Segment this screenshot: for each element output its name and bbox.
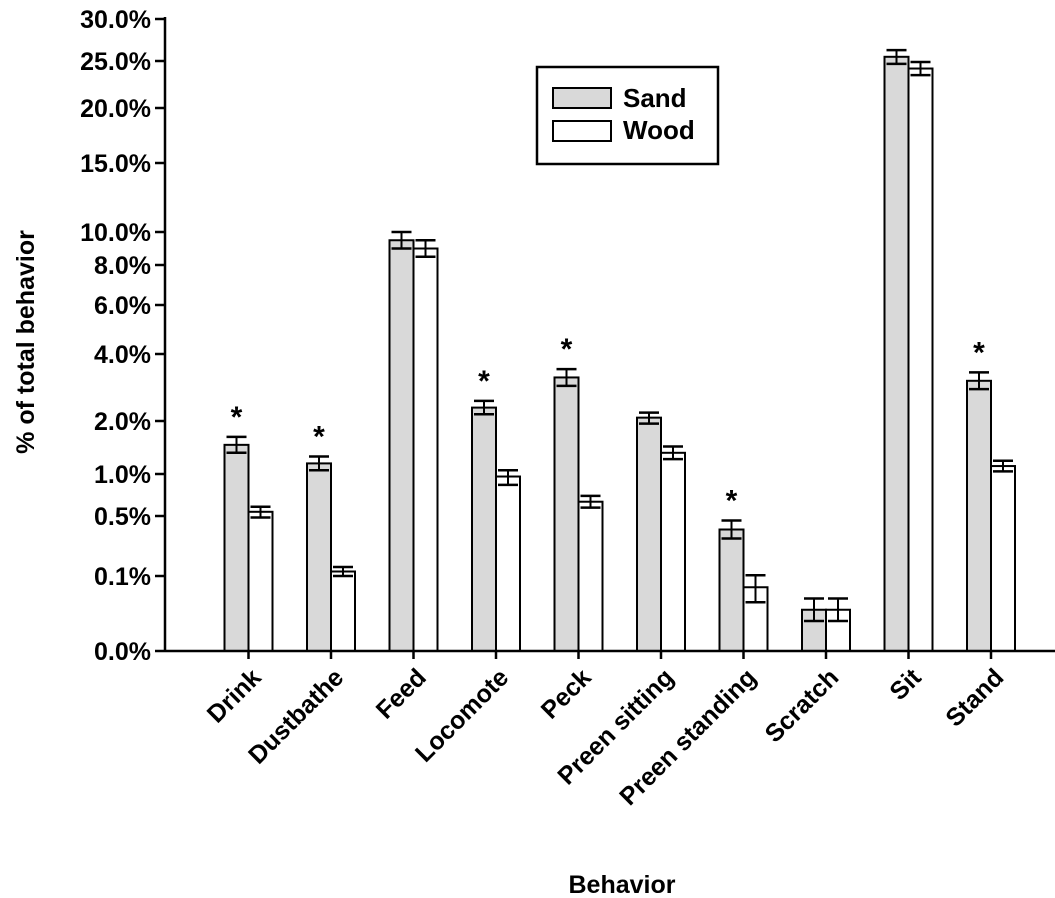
significance-asterisk: * (231, 401, 243, 434)
legend-swatch-wood (552, 120, 612, 142)
x-tick-label: Scratch (760, 663, 845, 748)
x-tick-label: Peck (536, 663, 597, 724)
y-tick-label: 1.0% (94, 461, 151, 489)
legend-label-sand: Sand (623, 83, 687, 113)
y-tick-label: 6.0% (94, 292, 151, 320)
bar-wood (990, 465, 1016, 652)
bar-wood (412, 247, 439, 652)
bar-sand (223, 443, 250, 652)
bar-wood (660, 451, 686, 652)
y-tick-label: 0.1% (94, 563, 151, 591)
x-tick-label: Sit (884, 663, 927, 706)
y-tick-label: 10.0% (80, 219, 151, 247)
bar-sand (388, 239, 415, 652)
legend-label-wood: Wood (623, 115, 695, 145)
x-tick-label: Feed (371, 663, 432, 724)
legend-box (535, 65, 720, 166)
y-tick-label: 8.0% (94, 252, 151, 280)
x-axis-title: Behavior (569, 871, 676, 898)
y-axis: 0.0% 0.1% 0.5% 1.0% 2.0% 4.0% 6.0% 8.0% 10.0% 15.… (80, 6, 167, 666)
bar-sand (966, 379, 992, 652)
y-tick-label: 20.0% (80, 95, 151, 123)
y-tick-label: 15.0% (80, 150, 151, 178)
bar-sand (471, 406, 497, 652)
bar-wood (495, 475, 521, 652)
bar-sand (306, 462, 332, 652)
bar-sand (718, 528, 745, 652)
significance-asterisk: * (313, 421, 325, 454)
x-tick-label: Stand (940, 663, 1009, 732)
y-tick-label: 0.5% (94, 503, 151, 531)
bars-group: * * * * * * (223, 48, 1016, 653)
bar-wood (247, 510, 274, 652)
significance-asterisk: * (478, 365, 490, 398)
y-tick-label: 4.0% (94, 341, 151, 369)
bar-wood (330, 570, 356, 652)
y-tick-label: 25.0% (80, 48, 151, 76)
y-tick-label: 0.0% (94, 638, 151, 666)
bar-wood (577, 500, 604, 652)
bar-sand (553, 376, 580, 652)
significance-asterisk: * (726, 485, 738, 518)
legend: Sand Wood (535, 65, 720, 166)
y-tick-label: 30.0% (80, 6, 151, 34)
y-tick-label: 2.0% (94, 408, 151, 436)
y-axis-title: % of total behavior (12, 230, 40, 454)
bar-sand (636, 416, 662, 652)
x-tick-label: Drink (202, 663, 267, 728)
bar-wood (907, 67, 934, 652)
bar-sand (883, 55, 910, 653)
significance-asterisk: * (561, 333, 573, 366)
legend-swatch-sand (552, 87, 612, 109)
significance-asterisk: * (973, 336, 985, 369)
